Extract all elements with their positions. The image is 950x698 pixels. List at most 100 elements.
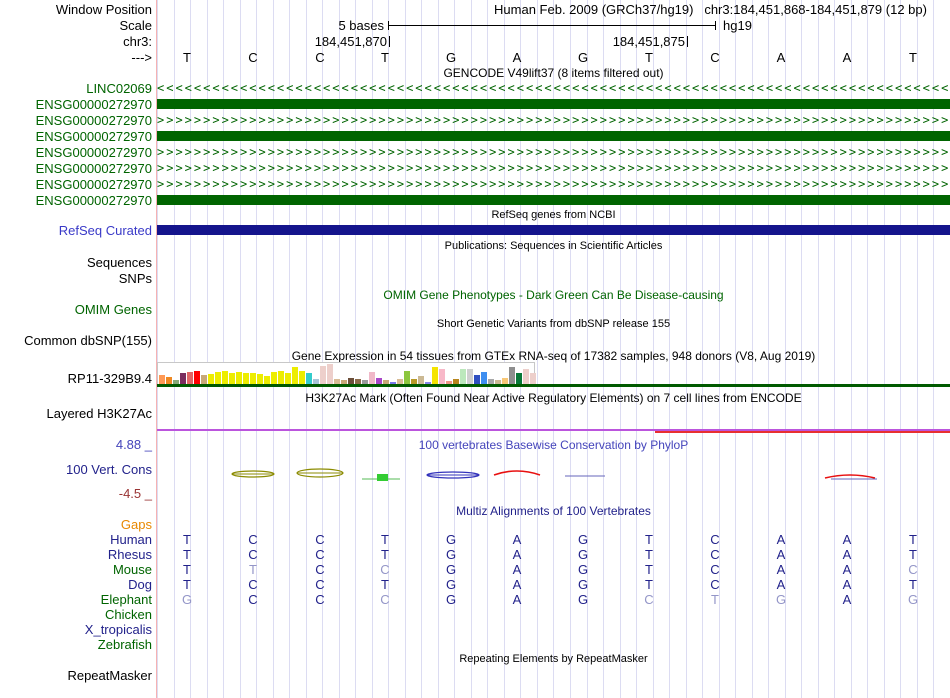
gtex-tissue-bar[interactable] [299, 371, 305, 384]
multiz-species-label[interactable]: Human [110, 532, 152, 547]
gtex-tissue-bar[interactable] [404, 371, 410, 384]
snps-label[interactable]: SNPs [118, 271, 152, 286]
gtex-tissue-bar[interactable] [292, 367, 298, 384]
gtex-tissue-bar[interactable] [390, 382, 396, 384]
h3k27ac-signal-line[interactable] [157, 429, 950, 431]
multiz-species-row[interactable]: Mouse T T C C G A G T C A A C [0, 562, 950, 577]
gencode-item-track[interactable]: >>>>>>>>>>>>>>>>>>>>>>>>>>>>>>>>>>>>>>>>… [157, 177, 950, 192]
gtex-tissue-bar[interactable] [341, 380, 347, 384]
gtex-tissue-bar[interactable] [187, 372, 193, 384]
gtex-expression-chart[interactable] [157, 362, 950, 387]
gencode-item-track[interactable]: <<<<<<<<<<<<<<<<<<<<<<<<<<<<<<<<<<<<<<<<… [157, 81, 950, 96]
multiz-species-label[interactable]: X_tropicalis [84, 622, 152, 637]
gencode-item-row[interactable]: ENSG00000272970 >>>>>>>>>>>>>>>>>>>>>>>>>… [0, 177, 950, 192]
multiz-species-row[interactable]: Human T C C T G A G T C A A T [0, 532, 950, 547]
h3k27ac-row[interactable]: Layered H3K27Ac [0, 406, 950, 421]
gtex-tissue-bar[interactable] [208, 374, 214, 384]
gtex-tissue-bar[interactable] [502, 378, 508, 384]
conservation-row[interactable]: 100 Vert. Cons [0, 462, 950, 477]
gencode-item-row[interactable]: ENSG00000272970 >>>>>>>>>>>>>>>>>>>>>>>>>… [0, 113, 950, 128]
gencode-item-label[interactable]: ENSG00000272970 [35, 193, 152, 208]
h3k27ac-label[interactable]: Layered H3K27Ac [46, 406, 152, 421]
gencode-item-row[interactable]: ENSG00000272970 >>>>>>>>>>>>>>>>>>>>>>>>>… [0, 145, 950, 160]
gtex-tissue-bar[interactable] [159, 375, 165, 384]
gtex-tissue-bar[interactable] [376, 378, 382, 384]
gtex-tissue-bar[interactable] [334, 379, 340, 384]
gtex-tissue-bar[interactable] [474, 375, 480, 384]
multiz-species-row[interactable]: Zebrafish [0, 637, 950, 652]
conservation-label[interactable]: 100 Vert. Cons [66, 462, 152, 477]
gtex-gene-label[interactable]: RP11-329B9.4 [67, 371, 152, 386]
gtex-tissue-bar[interactable] [488, 379, 494, 384]
gtex-tissue-bar[interactable] [222, 371, 228, 384]
gtex-tissue-bar[interactable] [250, 373, 256, 384]
gencode-item-label[interactable]: LINC02069 [86, 81, 152, 96]
gtex-tissue-bar[interactable] [397, 379, 403, 384]
gtex-tissue-bar[interactable] [264, 376, 270, 384]
dbsnp-label[interactable]: Common dbSNP(155) [24, 333, 152, 348]
multiz-species-row[interactable]: Rhesus T C C T G A G T C A A T [0, 547, 950, 562]
refseq-gene-bar[interactable] [157, 225, 950, 235]
gtex-tissue-bar[interactable] [362, 380, 368, 384]
multiz-species-label[interactable]: Elephant [100, 592, 152, 607]
gencode-item-row[interactable]: ENSG00000272970 >>>>>>>>>>>>>>>>>>>>>>>>>… [0, 161, 950, 176]
gtex-tissue-bar[interactable] [530, 373, 536, 384]
h3k27ac-signal-line[interactable] [655, 431, 950, 433]
snps-row[interactable]: SNPs [0, 271, 950, 286]
gencode-item-row[interactable]: ENSG00000272970 [0, 97, 950, 112]
gtex-tissue-bar[interactable] [425, 382, 431, 384]
dbsnp-row[interactable]: Common dbSNP(155) [0, 333, 950, 348]
omim-genes-label[interactable]: OMIM Genes [74, 302, 152, 317]
gtex-tissue-bar[interactable] [453, 379, 459, 384]
refseq-curated-row[interactable]: RefSeq Curated [0, 223, 950, 238]
gtex-tissue-bar[interactable] [229, 373, 235, 384]
gtex-tissue-bar[interactable] [306, 373, 312, 384]
gtex-tissue-bar[interactable] [411, 379, 417, 384]
repeatmasker-label[interactable]: RepeatMasker [67, 668, 152, 683]
gencode-item-label[interactable]: ENSG00000272970 [35, 145, 152, 160]
multiz-species-row[interactable]: Elephant G C C C G A G C T G A G [0, 592, 950, 607]
gtex-tissue-bar[interactable] [481, 372, 487, 384]
gencode-item-label[interactable]: ENSG00000272970 [35, 177, 152, 192]
gtex-tissue-bar[interactable] [313, 379, 319, 384]
refseq-curated-label[interactable]: RefSeq Curated [58, 223, 152, 238]
gtex-tissue-bar[interactable] [467, 369, 473, 384]
gtex-tissue-bar[interactable] [418, 376, 424, 384]
gencode-item-label[interactable]: ENSG00000272970 [35, 97, 152, 112]
gencode-item-track[interactable] [157, 129, 950, 144]
gtex-tissue-bar[interactable] [446, 381, 452, 384]
gtex-tissue-bar[interactable] [432, 367, 438, 384]
gencode-item-row[interactable]: ENSG00000272970 [0, 193, 950, 208]
gencode-item-label[interactable]: ENSG00000272970 [35, 113, 152, 128]
gencode-item-row[interactable]: ENSG00000272970 [0, 129, 950, 144]
gtex-tissue-bar[interactable] [369, 372, 375, 384]
gtex-tissue-bar[interactable] [173, 380, 179, 384]
base-sequence-row[interactable]: ---> T C C T G A G T C A A T [0, 50, 950, 65]
gtex-tissue-bar[interactable] [320, 366, 326, 384]
gtex-tissue-bar[interactable] [355, 379, 361, 384]
sequences-row[interactable]: Sequences [0, 255, 950, 270]
multiz-species-label[interactable]: Rhesus [107, 547, 152, 562]
gtex-tissue-bar[interactable] [523, 369, 529, 384]
gtex-tissue-bar[interactable] [166, 377, 172, 384]
gtex-tissue-bar[interactable] [439, 369, 445, 384]
gtex-tissue-bar[interactable] [383, 380, 389, 384]
gtex-tissue-bar[interactable] [201, 375, 207, 384]
gtex-tissue-bar[interactable] [243, 373, 249, 384]
multiz-species-label[interactable]: Zebrafish [97, 637, 152, 652]
gtex-tissue-bar[interactable] [460, 369, 466, 384]
multiz-species-label[interactable]: Chicken [105, 607, 152, 622]
gtex-tissue-bar[interactable] [236, 372, 242, 384]
gencode-item-label[interactable]: ENSG00000272970 [35, 129, 152, 144]
multiz-species-label[interactable]: Mouse [112, 562, 152, 577]
gencode-item-label[interactable]: ENSG00000272970 [35, 161, 152, 176]
gtex-tissue-bar[interactable] [516, 373, 522, 384]
gtex-tissue-bar[interactable] [509, 367, 515, 384]
gtex-tissue-bar[interactable] [271, 372, 277, 384]
sequences-label[interactable]: Sequences [86, 255, 152, 270]
gencode-item-track[interactable] [157, 193, 950, 208]
multiz-species-label[interactable]: Dog [128, 577, 152, 592]
multiz-species-row[interactable]: Dog T C C T G A G T C A A T [0, 577, 950, 592]
gencode-item-track[interactable] [157, 97, 950, 112]
omim-genes-row[interactable]: OMIM Genes [0, 302, 950, 317]
